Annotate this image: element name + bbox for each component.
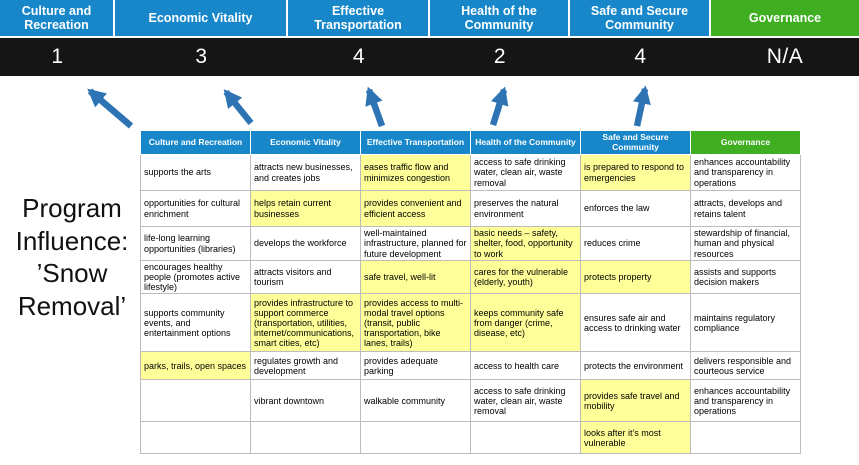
matrix-cell: maintains regulatory compliance bbox=[691, 294, 801, 352]
matrix-header-economic-vitality: Economic Vitality bbox=[251, 131, 361, 155]
score-row: 13424N/A bbox=[0, 38, 859, 76]
category-header-row: Culture and RecreationEconomic VitalityE… bbox=[0, 0, 859, 36]
matrix-cell: is prepared to respond to emergencies bbox=[581, 155, 691, 191]
matrix-cell: cares for the vulnerable (elderly, youth… bbox=[471, 261, 581, 294]
matrix-cell: attracts new businesses, and creates job… bbox=[251, 155, 361, 191]
category-header-culture-and-recreation: Culture and Recreation bbox=[0, 0, 115, 36]
matrix-cell: provides adequate parking bbox=[361, 352, 471, 380]
matrix-cell: opportunities for cultural enrichment bbox=[141, 191, 251, 227]
matrix-cell: provides convenient and efficient access bbox=[361, 191, 471, 227]
matrix-cell: protects property bbox=[581, 261, 691, 294]
slide: Culture and RecreationEconomic VitalityE… bbox=[0, 0, 859, 465]
matrix-cell bbox=[361, 422, 471, 454]
category-header-safe-and-secure-community: Safe and Secure Community bbox=[570, 0, 711, 36]
score-health-of-the-community: 2 bbox=[430, 38, 570, 76]
matrix-cell: helps retain current businesses bbox=[251, 191, 361, 227]
matrix-cell: delivers responsible and courteous servi… bbox=[691, 352, 801, 380]
matrix-row: supports community events, and entertain… bbox=[141, 294, 801, 352]
score-governance: N/A bbox=[711, 38, 859, 76]
matrix-header-health-of-the-community: Health of the Community bbox=[471, 131, 581, 155]
matrix-cell: reduces crime bbox=[581, 227, 691, 261]
matrix-cell: safe travel, well-lit bbox=[361, 261, 471, 294]
matrix-cell: supports the arts bbox=[141, 155, 251, 191]
arrows-layer bbox=[0, 76, 859, 132]
arrow-effective-transportation bbox=[369, 90, 382, 126]
title-line: Program bbox=[2, 192, 142, 225]
matrix-header-culture-and-recreation: Culture and Recreation bbox=[141, 131, 251, 155]
matrix-cell: access to safe drinking water, clean air… bbox=[471, 380, 581, 422]
matrix-cell: life-long learning opportunities (librar… bbox=[141, 227, 251, 261]
matrix-header-governance: Governance bbox=[691, 131, 801, 155]
category-header-effective-transportation: Effective Transportation bbox=[288, 0, 430, 36]
title-line: Removal’ bbox=[2, 290, 142, 323]
matrix-row: encourages healthy people (promotes acti… bbox=[141, 261, 801, 294]
category-header-economic-vitality: Economic Vitality bbox=[115, 0, 288, 36]
matrix-body: supports the artsattracts new businesses… bbox=[141, 155, 801, 454]
score-economic-vitality: 3 bbox=[115, 38, 288, 76]
matrix-cell: provides access to multi-modal travel op… bbox=[361, 294, 471, 352]
matrix-row: looks after it's most vulnerable bbox=[141, 422, 801, 454]
matrix-cell: well-maintained infrastructure, planned … bbox=[361, 227, 471, 261]
matrix-cell: regulates growth and development bbox=[251, 352, 361, 380]
matrix-cell: basic needs – safety, shelter, food, opp… bbox=[471, 227, 581, 261]
matrix-cell bbox=[471, 422, 581, 454]
matrix-cell: preserves the natural environment bbox=[471, 191, 581, 227]
matrix-cell: attracts visitors and tourism bbox=[251, 261, 361, 294]
matrix-row: life-long learning opportunities (librar… bbox=[141, 227, 801, 261]
matrix-cell: access to health care bbox=[471, 352, 581, 380]
matrix-cell: looks after it's most vulnerable bbox=[581, 422, 691, 454]
matrix-cell: attracts, develops and retains talent bbox=[691, 191, 801, 227]
title-line: Influence: bbox=[2, 225, 142, 258]
score-safe-and-secure-community: 4 bbox=[570, 38, 711, 76]
program-title: Program Influence: ’Snow Removal’ bbox=[2, 192, 142, 322]
arrow-safe-and-secure-community bbox=[637, 89, 645, 126]
matrix-cell: eases traffic flow and minimizes congest… bbox=[361, 155, 471, 191]
matrix-header-effective-transportation: Effective Transportation bbox=[361, 131, 471, 155]
title-line: ’Snow bbox=[2, 257, 142, 290]
matrix-cell bbox=[141, 380, 251, 422]
matrix-cell: stewardship of financial, human and phys… bbox=[691, 227, 801, 261]
arrow-health-of-the-community bbox=[493, 90, 504, 125]
matrix-cell: enforces the law bbox=[581, 191, 691, 227]
matrix-row: parks, trails, open spacesregulates grow… bbox=[141, 352, 801, 380]
score-effective-transportation: 4 bbox=[288, 38, 430, 76]
matrix-cell bbox=[141, 422, 251, 454]
matrix-row: vibrant downtownwalkable communityaccess… bbox=[141, 380, 801, 422]
influence-matrix: Culture and RecreationEconomic VitalityE… bbox=[140, 130, 801, 454]
matrix-header-safe-and-secure-community: Safe and Secure Community bbox=[581, 131, 691, 155]
influence-matrix-wrap: Culture and RecreationEconomic VitalityE… bbox=[140, 130, 801, 454]
arrow-economic-vitality bbox=[226, 92, 251, 123]
matrix-cell: vibrant downtown bbox=[251, 380, 361, 422]
matrix-row: supports the artsattracts new businesses… bbox=[141, 155, 801, 191]
matrix-cell: assists and supports decision makers bbox=[691, 261, 801, 294]
matrix-cell: keeps community safe from danger (crime,… bbox=[471, 294, 581, 352]
matrix-cell bbox=[691, 422, 801, 454]
matrix-cell: provides safe travel and mobility bbox=[581, 380, 691, 422]
matrix-cell: ensures safe air and access to drinking … bbox=[581, 294, 691, 352]
matrix-cell bbox=[251, 422, 361, 454]
matrix-cell: enhances accountability and transparency… bbox=[691, 155, 801, 191]
matrix-cell: encourages healthy people (promotes acti… bbox=[141, 261, 251, 294]
category-header-health-of-the-community: Health of the Community bbox=[430, 0, 570, 36]
arrow-culture-and-recreation bbox=[90, 91, 131, 126]
matrix-cell: supports community events, and entertain… bbox=[141, 294, 251, 352]
matrix-cell: provides infrastructure to support comme… bbox=[251, 294, 361, 352]
matrix-row: opportunities for cultural enrichmenthel… bbox=[141, 191, 801, 227]
matrix-cell: walkable community bbox=[361, 380, 471, 422]
category-header-governance: Governance bbox=[711, 0, 859, 36]
matrix-cell: parks, trails, open spaces bbox=[141, 352, 251, 380]
score-culture-and-recreation: 1 bbox=[0, 38, 115, 76]
matrix-cell: enhances accountability and transparency… bbox=[691, 380, 801, 422]
matrix-cell: develops the workforce bbox=[251, 227, 361, 261]
matrix-header: Culture and RecreationEconomic VitalityE… bbox=[141, 131, 801, 155]
matrix-cell: protects the environment bbox=[581, 352, 691, 380]
matrix-cell: access to safe drinking water, clean air… bbox=[471, 155, 581, 191]
